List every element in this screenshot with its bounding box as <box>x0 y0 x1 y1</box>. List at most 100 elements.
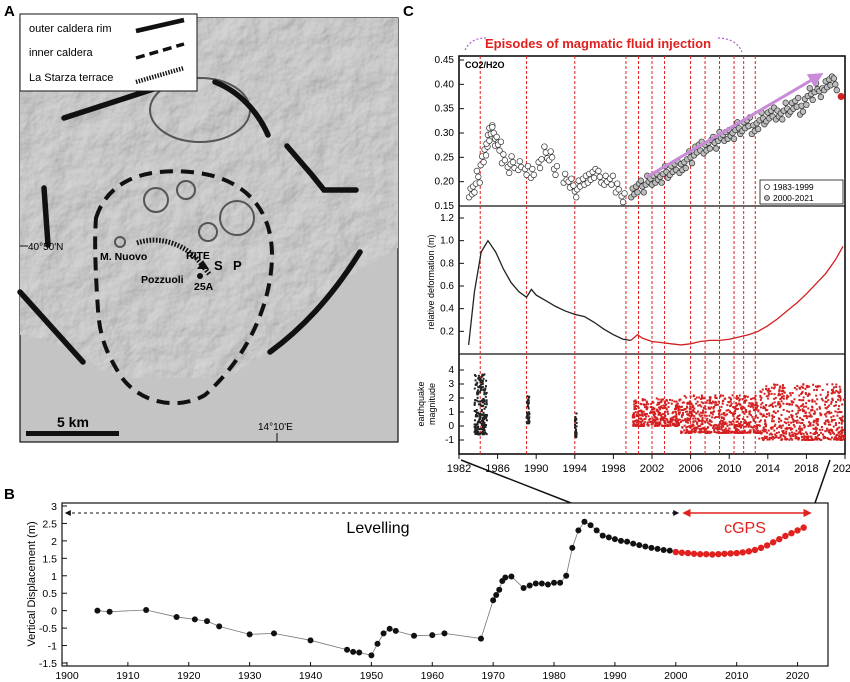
c3-point <box>714 394 717 397</box>
c3-point <box>635 414 638 417</box>
c1-y-tick-label: 0.25 <box>435 152 455 163</box>
c3-point <box>792 424 795 427</box>
c3-point <box>478 417 481 420</box>
c3-point <box>831 398 834 401</box>
c3-point <box>526 413 529 416</box>
c3-point <box>743 425 746 428</box>
c3-point <box>686 425 689 428</box>
b-x-tick-label: 1930 <box>238 670 262 682</box>
c3-point <box>800 422 803 425</box>
c3-point <box>692 424 695 427</box>
c3-point <box>773 429 776 432</box>
c3-point <box>782 432 785 435</box>
c3-point <box>713 416 716 419</box>
b-x-tick-label: 2020 <box>786 670 810 682</box>
c3-point <box>773 397 776 400</box>
c3-point <box>698 427 701 430</box>
c3-point <box>646 406 649 409</box>
c2-series <box>468 239 844 346</box>
c1-point <box>799 108 807 115</box>
c1-point <box>506 169 513 177</box>
b-point-cgps <box>757 544 765 552</box>
c3-point <box>689 407 692 410</box>
c3-point <box>795 429 798 432</box>
c3-point <box>709 397 712 400</box>
c3-point <box>767 389 770 392</box>
b-x-tick-label: 2010 <box>725 670 749 682</box>
c3-point <box>763 430 766 433</box>
c3-point <box>718 423 721 426</box>
c3-point <box>772 420 775 423</box>
c3-point <box>478 420 481 423</box>
c3-point <box>699 419 702 422</box>
c3-point <box>835 386 838 389</box>
c1-point <box>803 101 810 108</box>
b-x-axis: 1900 1910 1920 1930 1940 1950 1960 1970 1980 1990… <box>55 662 809 682</box>
b-point-levelling <box>350 648 357 655</box>
c3-point <box>483 418 486 421</box>
c1-point <box>634 189 641 196</box>
c3-point <box>481 373 484 376</box>
c3-point <box>485 419 488 422</box>
c3-point <box>710 420 713 423</box>
c3-point <box>632 412 635 415</box>
c1-point <box>541 143 548 150</box>
c3-point <box>838 431 841 434</box>
c3-point <box>728 430 731 433</box>
c3-point <box>679 406 682 409</box>
c3-point <box>819 412 822 415</box>
c2-y-tick-label: 0.2 <box>440 326 454 337</box>
c3-point <box>759 406 762 409</box>
c3-point <box>782 395 785 398</box>
la-starza-terrace <box>136 237 212 277</box>
c3-point <box>789 437 792 440</box>
c3-point <box>707 406 710 409</box>
c3-point <box>839 390 842 393</box>
b-point-cgps <box>672 548 679 556</box>
c3-point <box>839 430 842 433</box>
c3-point <box>676 424 679 427</box>
c3-point <box>836 411 839 414</box>
c3-point <box>788 433 791 436</box>
c3-point <box>634 411 637 414</box>
panel-c-letter: C <box>403 3 414 20</box>
c3-point <box>527 422 530 425</box>
c3-point <box>753 408 756 411</box>
c3-point <box>835 437 838 440</box>
b-point-levelling <box>356 649 363 656</box>
c3-point <box>690 403 693 406</box>
map-legend: outer caldera rim inner caldera La Starz… <box>19 13 198 92</box>
c-x-tick-label: 2022 <box>833 463 850 475</box>
c3-point <box>633 415 636 418</box>
c3-point <box>818 437 821 440</box>
c3-point <box>644 417 647 420</box>
c3-point <box>778 426 781 429</box>
c3-point <box>736 431 739 434</box>
c3-point <box>771 420 774 423</box>
c3-point <box>820 425 823 428</box>
b-point-levelling <box>94 607 101 614</box>
c3-point <box>664 420 667 423</box>
c3-point <box>479 416 482 419</box>
c3-point <box>574 431 577 434</box>
c3-point <box>778 393 781 396</box>
c3-point <box>736 397 739 400</box>
c3-point <box>765 403 768 406</box>
c3-point <box>706 399 709 402</box>
c3-point <box>733 425 736 428</box>
c3-point <box>473 402 476 405</box>
c2-y-tick-label: 0.4 <box>440 304 454 315</box>
c3-point <box>481 430 484 433</box>
c3-point <box>729 397 732 400</box>
c3-point <box>721 421 724 424</box>
c3-point <box>734 412 737 415</box>
c3-point <box>768 438 771 441</box>
c3-point <box>720 427 723 430</box>
c3-point <box>773 386 776 389</box>
c3-point <box>657 412 660 415</box>
c3-point <box>695 396 698 399</box>
c3-point <box>575 422 578 425</box>
c3-point <box>477 411 480 414</box>
c3-point <box>808 423 811 426</box>
c3-point <box>736 407 739 410</box>
